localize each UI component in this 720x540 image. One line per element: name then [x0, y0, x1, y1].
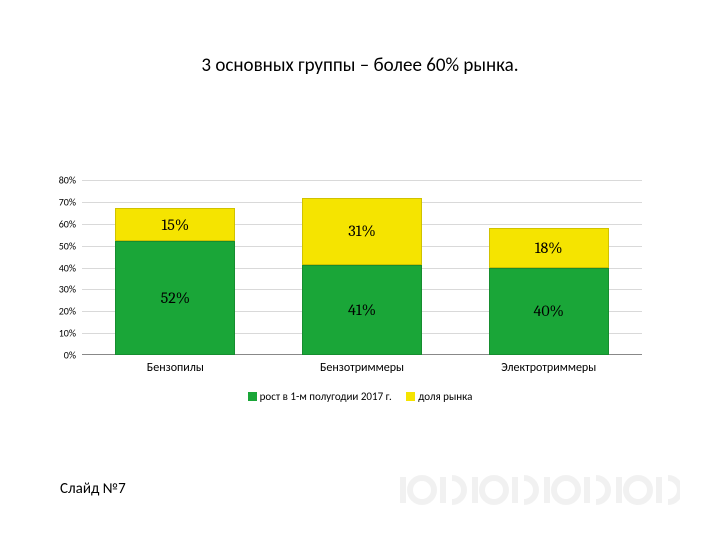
chart-legend: рост в 1-м полугодии 2017 г. доля рынка: [0, 390, 720, 404]
category-label: Бензопилы: [82, 361, 269, 375]
bar-segment-label: 52%: [161, 289, 190, 307]
legend-label-share: доля рынка: [418, 390, 472, 403]
bar-segment-growth: 52%: [115, 241, 235, 355]
legend-item-growth: рост в 1-м полугодии 2017 г.: [248, 390, 392, 403]
legend-label-growth: рост в 1-м полугодии 2017 г.: [260, 390, 392, 403]
y-axis-tick-label: 40%: [59, 261, 76, 274]
y-axis-tick-label: 20%: [59, 305, 76, 318]
watermark-graphic: [400, 475, 680, 505]
bar-segment-growth: 40%: [489, 268, 609, 356]
y-axis-tick-label: 70%: [59, 195, 76, 208]
y-axis-tick-label: 30%: [59, 283, 76, 296]
bar-segment-share: 31%: [302, 198, 422, 266]
legend-swatch-share: [406, 392, 415, 401]
bar-segment-growth: 41%: [302, 265, 422, 355]
bar-segment-label: 40%: [533, 302, 563, 320]
chart-plot: 0%10%20%30%40%50%60%70%80%52%15%Бензопил…: [82, 180, 642, 355]
bar-segment-label: 31%: [348, 222, 375, 240]
y-axis-tick-label: 50%: [59, 239, 76, 252]
bar-segment-label: 15%: [162, 216, 190, 234]
y-axis-tick-label: 10%: [59, 327, 76, 340]
y-axis-tick-label: 0%: [64, 349, 76, 362]
bar-segment-label: 18%: [535, 239, 563, 257]
category-label: Электротриммеры: [455, 361, 642, 375]
slide-number: Слайд №7: [60, 480, 126, 498]
bar-segment-share: 15%: [115, 208, 235, 241]
category-label: Бензотриммеры: [269, 361, 456, 375]
slide-title: 3 основных группы – более 60% рынка.: [0, 54, 720, 77]
y-axis-tick-label: 80%: [59, 174, 76, 187]
bar-segment-label: 41%: [348, 301, 376, 319]
gridline: [82, 180, 642, 181]
legend-swatch-growth: [248, 392, 257, 401]
y-axis-tick-label: 60%: [59, 217, 76, 230]
legend-item-share: доля рынка: [406, 390, 472, 403]
bar-segment-share: 18%: [489, 228, 609, 267]
